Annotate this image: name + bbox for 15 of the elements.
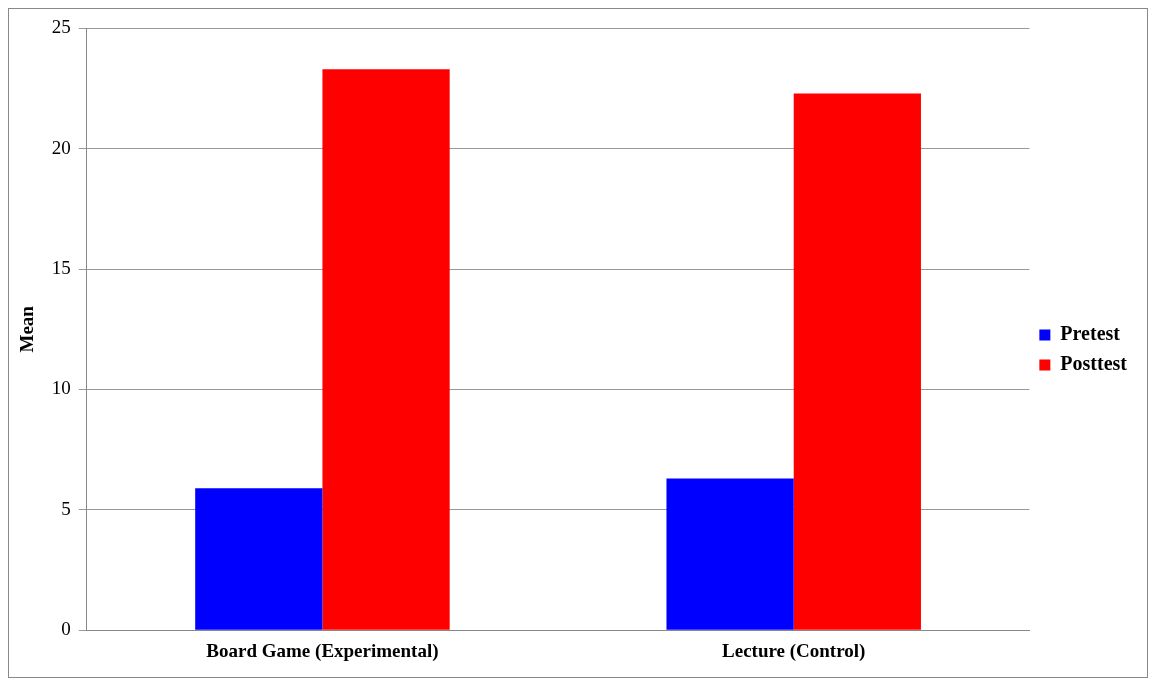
y-tick-label: 15	[51, 257, 71, 279]
y-tick-label: 10	[51, 377, 71, 399]
bar	[322, 69, 450, 630]
bar	[793, 93, 921, 630]
y-tick-label: 0	[61, 618, 71, 640]
y-axis-title: Mean	[16, 305, 38, 353]
y-tick-label: 5	[61, 497, 71, 519]
bar	[195, 488, 323, 630]
y-tick-label: 20	[51, 136, 71, 158]
y-tick-label: 25	[51, 16, 71, 38]
legend-label: Pretest	[1060, 322, 1121, 345]
x-tick-label: Lecture (Control)	[722, 639, 866, 662]
bar	[666, 478, 794, 630]
x-tick-label: Board Game (Experimental)	[206, 639, 439, 662]
legend-label: Posttest	[1060, 352, 1128, 375]
